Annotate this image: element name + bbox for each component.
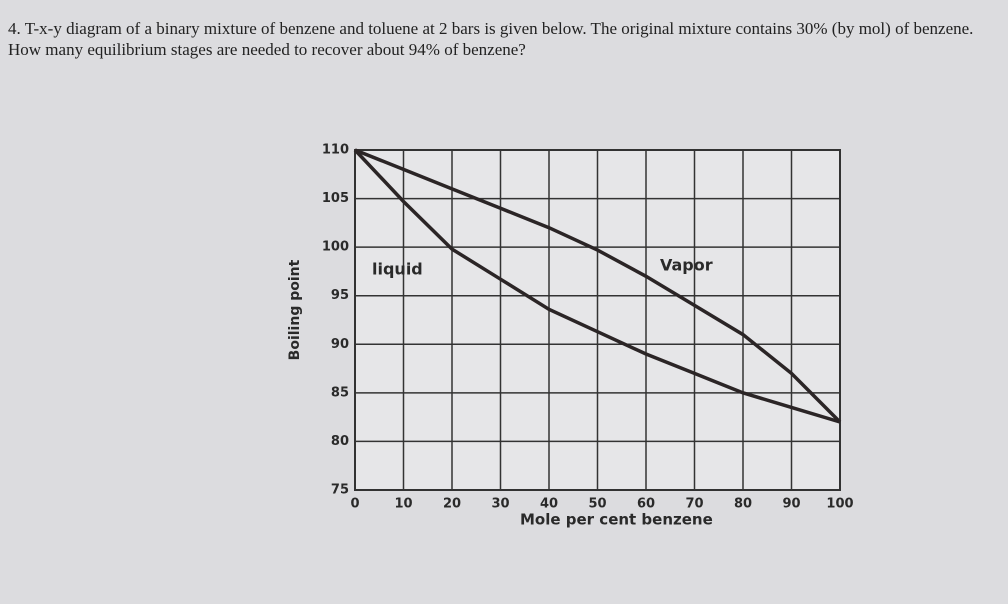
x-tick-label: 10 [394, 497, 412, 512]
x-tick-label: 60 [637, 497, 655, 512]
x-tick-label: 50 [588, 497, 606, 512]
x-tick-label: 40 [540, 497, 558, 512]
y-tick-label: 105 [322, 191, 349, 206]
y-tick-label: 85 [331, 385, 349, 400]
x-tick-label: 0 [350, 497, 359, 512]
x-tick-label: 20 [443, 497, 461, 512]
y-tick-label: 95 [331, 288, 349, 303]
y-tick-label: 110 [322, 143, 349, 158]
y-tick-label: 100 [322, 240, 349, 255]
x-tick-label: 70 [685, 497, 703, 512]
series-line [353, 148, 841, 424]
y-tick-label: 75 [331, 483, 349, 498]
x-tick-label: 100 [826, 497, 853, 512]
x-axis-label: Mole per cent benzene [520, 511, 713, 529]
x-tick-label: 80 [734, 497, 752, 512]
series-label: Vapor [660, 256, 713, 275]
series-label: liquid [372, 260, 423, 279]
x-tick-label: 90 [782, 497, 800, 512]
y-tick-label: 90 [331, 337, 349, 352]
y-axis-label: Boiling point [287, 259, 303, 360]
question: 4. T-x-y diagram of a binary mixture of … [8, 19, 974, 59]
x-tick-label: 30 [491, 497, 509, 512]
y-tick-label: 80 [331, 434, 349, 449]
series-line [354, 148, 842, 424]
